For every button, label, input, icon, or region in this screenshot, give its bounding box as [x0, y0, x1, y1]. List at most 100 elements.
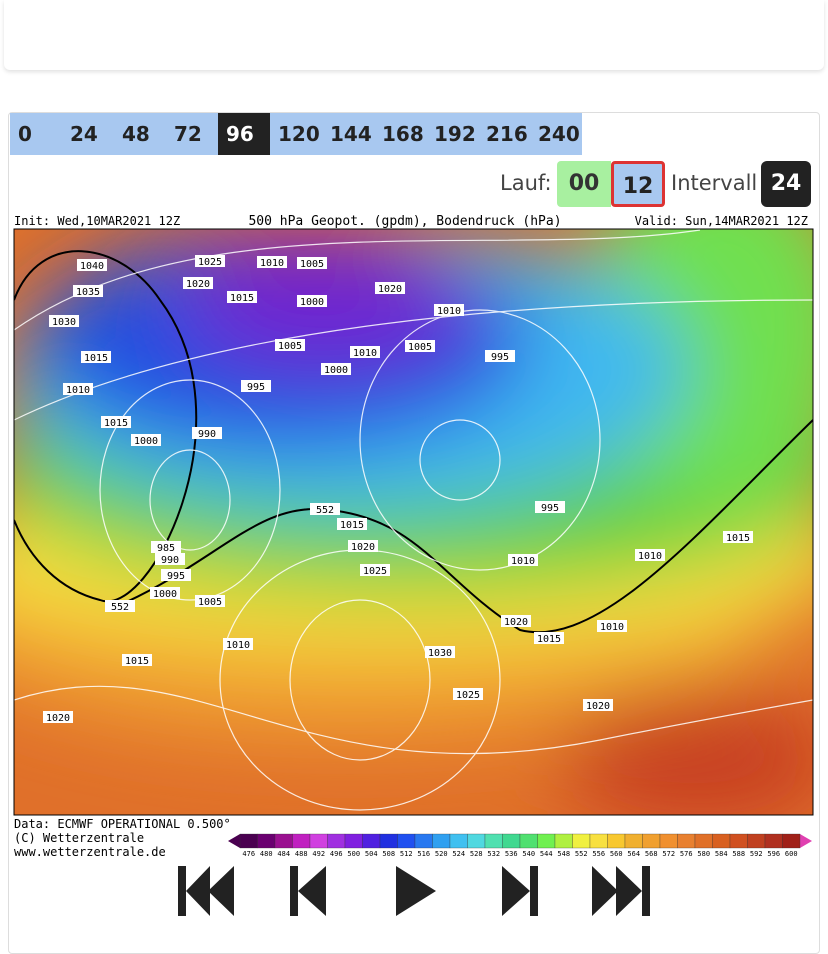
- hour-button[interactable]: 96: [218, 113, 270, 155]
- hour-button[interactable]: 48: [122, 122, 150, 146]
- isobar-label-bg: [241, 380, 271, 392]
- isobar-label: 1000: [300, 297, 324, 308]
- interval-label: Intervall: [671, 171, 758, 195]
- hour-bar: 0 24 48 72 96 120 144 168 192 216 240: [10, 113, 582, 155]
- isobar-label-bg: [485, 350, 515, 362]
- isobar-label: 1020: [504, 617, 528, 628]
- isobar-label-bg: [360, 564, 390, 576]
- footer-line: www.wetterzentrale.de: [14, 845, 166, 859]
- isobar-label-bg: [723, 531, 753, 543]
- isobar-label-bg: [310, 503, 340, 515]
- hour-button[interactable]: 120: [278, 122, 320, 146]
- isobar-label-bg: [63, 383, 93, 395]
- scale-swatch: [694, 833, 713, 849]
- isobar-label-bg: [105, 600, 135, 612]
- run-label: Lauf:: [500, 171, 552, 195]
- isobar-label-bg: [227, 291, 257, 303]
- isobar-label-bg: [155, 553, 185, 565]
- scale-swatch: [344, 833, 363, 849]
- isobar-label-bg: [425, 646, 455, 658]
- isobar-label-bg: [597, 620, 627, 632]
- isobar-label: 1015: [230, 293, 254, 304]
- next-button[interactable]: [502, 866, 538, 916]
- scale-swatch: [379, 833, 398, 849]
- isobar-label-bg: [434, 304, 464, 316]
- isobar-label-bg: [583, 699, 613, 711]
- scale-label: 520: [435, 850, 448, 858]
- run-option[interactable]: 00: [557, 161, 611, 207]
- scale-label: 556: [592, 850, 605, 858]
- isobar-label-bg: [297, 257, 327, 269]
- scale-label: 528: [470, 850, 483, 858]
- isobar-label: 1000: [324, 365, 348, 376]
- isobar-label-bg: [223, 638, 253, 650]
- isobar-label-bg: [73, 285, 103, 297]
- scale-swatch: [397, 833, 416, 849]
- scale-swatch: [712, 833, 731, 849]
- scale-swatch: [624, 833, 643, 849]
- hour-button[interactable]: 144: [330, 122, 372, 146]
- play-button[interactable]: [396, 866, 436, 916]
- isobar-label-bg: [195, 255, 225, 267]
- isobar-label-bg: [101, 416, 131, 428]
- isobar-label: 1010: [511, 556, 535, 567]
- isobar-label: 1015: [104, 418, 128, 429]
- isobar-label: 995: [491, 352, 509, 363]
- scale-label: 600: [785, 850, 798, 858]
- isobar-label: 1010: [66, 385, 90, 396]
- isobar-label-bg: [81, 351, 111, 363]
- scale-swatch: [607, 833, 626, 849]
- scale-label: 492: [312, 850, 325, 858]
- scale-label: 480: [260, 850, 273, 858]
- prev-button[interactable]: [290, 866, 326, 916]
- scale-label: 544: [540, 850, 553, 858]
- isobar-label: 1000: [153, 589, 177, 600]
- isobar-label-bg: [375, 282, 405, 294]
- scale-swatch: [467, 833, 486, 849]
- scale-label: 484: [277, 850, 290, 858]
- isobar-label: 1030: [52, 317, 76, 328]
- isobar-label: 1000: [134, 436, 158, 447]
- scale-label: 584: [715, 850, 728, 858]
- isobar-label: 1015: [125, 656, 149, 667]
- last-button[interactable]: [592, 866, 650, 916]
- hour-button[interactable]: 216: [486, 122, 528, 146]
- scale-swatch: [764, 833, 783, 849]
- hour-button[interactable]: 168: [382, 122, 424, 146]
- hour-button[interactable]: 0: [18, 122, 32, 146]
- hour-button[interactable]: 192: [434, 122, 476, 146]
- isobar-label: 1020: [351, 542, 375, 553]
- isobar-label: 1015: [537, 634, 561, 645]
- hour-button[interactable]: 24: [70, 122, 98, 146]
- scale-label: 508: [382, 850, 395, 858]
- scale-label: 576: [680, 850, 693, 858]
- footer-line: (C) Wetterzentrale: [14, 831, 144, 845]
- scale-swatch: [659, 833, 678, 849]
- isobar-label: 1025: [456, 690, 480, 701]
- scale-swatch: [537, 833, 556, 849]
- isobar-label: 1025: [198, 257, 222, 268]
- scale-label: 540: [522, 850, 535, 858]
- scale-swatch: [414, 833, 433, 849]
- first-button[interactable]: [178, 866, 234, 916]
- isobar-label-bg: [321, 363, 351, 375]
- isobar-label-bg: [183, 277, 213, 289]
- hour-button[interactable]: 72: [174, 122, 202, 146]
- isobar-label-bg: [192, 427, 222, 439]
- isobar-label: 1005: [408, 342, 432, 353]
- map-init: Init: Wed,10MAR2021 12Z: [14, 214, 180, 228]
- isobar-label: 1025: [363, 566, 387, 577]
- isobar-label-bg: [405, 340, 435, 352]
- scale-label: 564: [627, 850, 640, 858]
- isobar-label-bg: [77, 259, 107, 271]
- interval-value[interactable]: 24: [761, 161, 811, 207]
- hour-button[interactable]: 240: [538, 122, 580, 146]
- isobar-label: 990: [161, 555, 179, 566]
- scale-label: 532: [487, 850, 500, 858]
- isobar-label: 1015: [726, 533, 750, 544]
- isobar-label: 995: [167, 571, 185, 582]
- isobar-label: 1010: [260, 258, 284, 269]
- isobar-label-bg: [348, 540, 378, 552]
- run-option[interactable]: 12: [611, 161, 665, 207]
- isobar-label-bg: [337, 518, 367, 530]
